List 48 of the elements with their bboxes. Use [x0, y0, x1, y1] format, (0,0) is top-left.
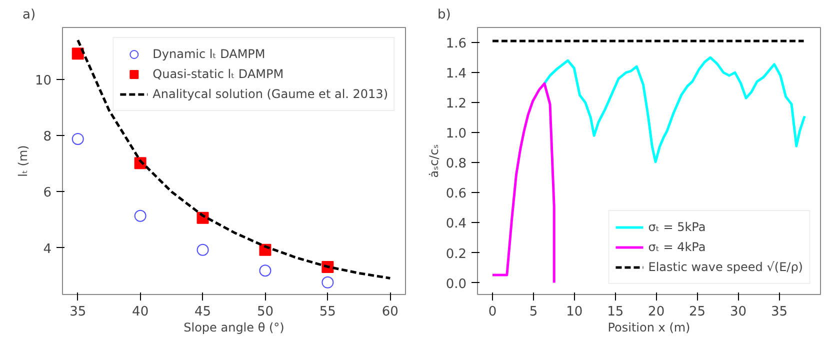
y-tick-label: 0.8 — [446, 156, 467, 172]
y-tick-label: 1.2 — [446, 96, 467, 112]
x-tick-label: 0 — [488, 304, 497, 320]
point — [322, 276, 334, 288]
x-tick-label: 10 — [566, 304, 583, 320]
chart-title: b) — [438, 8, 451, 22]
y-tick-label: 6 — [43, 186, 52, 201]
x-tick-label: 20 — [648, 304, 665, 320]
y-axis-title: lₜ (m) — [16, 145, 30, 177]
x-tick-label: 35 — [770, 304, 788, 320]
x-tick-label: 5 — [529, 304, 538, 320]
y-tick-label: 8 — [43, 130, 52, 145]
y-tick-label: 0.6 — [446, 186, 467, 202]
x-tick-label: 30 — [730, 304, 747, 320]
y-tick-label: 1.4 — [446, 66, 467, 82]
legend-label: σₜ = 5kPa — [648, 220, 706, 234]
x-tick-label: 40 — [132, 304, 149, 320]
line-series — [76, 38, 392, 280]
legend-label: Quasi-static lₜ DAMPM — [152, 67, 284, 81]
x-tick-label: 35 — [70, 304, 86, 320]
x-axis-title: Position x (m) — [608, 320, 690, 334]
x-tick-label: 15 — [607, 304, 624, 320]
y-tick-label: 1.6 — [446, 36, 467, 52]
point — [72, 48, 84, 60]
point — [134, 210, 146, 222]
y-axis-title: ȧₛc/cₛ — [426, 144, 441, 178]
x-tick-label: 50 — [256, 304, 274, 320]
legend-label: Dynamic lₜ DAMPM — [152, 47, 266, 61]
legend-label: Analitycal solution (Gaume et al. 2013) — [152, 87, 388, 101]
point — [196, 244, 209, 256]
x-tick-label: 25 — [689, 304, 706, 320]
legend-label: σₜ = 4kPa — [648, 240, 706, 254]
point — [259, 264, 272, 277]
x-tick-label: 60 — [382, 304, 398, 320]
y-tick-label: 10 — [34, 73, 52, 88]
y-tick-label: 0.4 — [446, 216, 467, 232]
line-series — [491, 82, 556, 284]
y-tick-label: 0.2 — [446, 246, 467, 262]
y-tick-label: 4 — [43, 242, 52, 257]
line-series — [543, 56, 806, 164]
y-tick-label: 0.0 — [446, 276, 467, 292]
y-tick-label: 1.0 — [446, 126, 467, 142]
legend-label: Elastic wave speed √(E/ρ) — [648, 260, 803, 274]
point — [72, 132, 84, 145]
x-axis-title: Slope angle θ (°) — [184, 320, 284, 334]
x-tick-label: 45 — [194, 304, 212, 320]
x-tick-label: 55 — [319, 304, 336, 320]
chart-title: a) — [22, 8, 36, 22]
